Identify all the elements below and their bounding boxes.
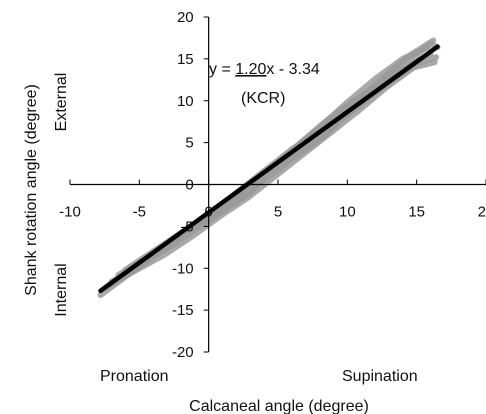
equation-prefix: y =: [209, 61, 235, 78]
x-tick-label: -5: [133, 204, 146, 221]
y-side-label-external: External: [53, 73, 70, 132]
x-tick-label: 5: [274, 204, 282, 221]
x-tick-label: 20: [478, 204, 486, 221]
y-tick-label: -20: [172, 344, 194, 361]
x-side-label-pronation: Pronation: [100, 368, 169, 385]
x-side-label-supination: Supination: [342, 368, 418, 385]
regression-name-label: (KCR): [241, 90, 285, 107]
y-side-label-internal: Internal: [53, 263, 70, 316]
y-tick-label: -10: [172, 260, 194, 277]
y-tick-label: 5: [185, 135, 193, 152]
x-tick-label: 15: [408, 204, 425, 221]
equation-label: y = 1.20x - 3.34: [209, 61, 320, 78]
equation-slope: 1.20: [235, 61, 266, 78]
y-tick-label: 15: [177, 51, 194, 68]
x-axis-title: Calcaneal angle (degree): [189, 398, 369, 414]
x-tick-label: -10: [59, 204, 81, 221]
y-tick-label: 0: [185, 177, 193, 194]
data-series-trace: [105, 59, 438, 288]
tick-layer: -10 -5 0 5 10 15 20 20 15 10 5 0 -5 -10 -15 -20: [59, 9, 486, 361]
regression-line: [98, 44, 440, 294]
y-tick-label: -15: [172, 302, 194, 319]
y-tick-label: 10: [177, 93, 194, 110]
x-tick-label: 0: [204, 204, 212, 221]
equation-suffix: x - 3.34: [266, 61, 319, 78]
y-tick-label: 20: [177, 9, 194, 26]
y-tick-label: -5: [180, 218, 193, 235]
y-axis-title: Shank rotation angle (degree): [23, 84, 40, 296]
x-tick-label: 10: [339, 204, 356, 221]
